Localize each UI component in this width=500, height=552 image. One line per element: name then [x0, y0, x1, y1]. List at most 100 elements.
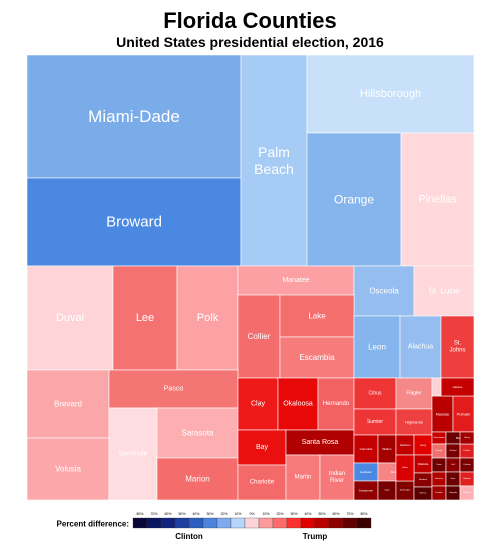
legend-tick-label: 30%	[290, 512, 297, 516]
county-cell-jefferson	[459, 485, 475, 501]
county-escambia: Escambia	[279, 336, 355, 379]
county-cell-st-johns	[440, 315, 475, 379]
county-liberty: Liberty	[459, 431, 475, 445]
county-cell-sumter	[353, 408, 397, 436]
legend-swatch	[160, 517, 176, 529]
county-label-putnam: Putnam	[457, 412, 471, 417]
county-cell-pinellas	[400, 132, 475, 267]
county-pinellas: Pinellas	[400, 132, 475, 267]
county-label-okaloosa: Okaloosa	[283, 401, 313, 408]
county-label-clay: Clay	[251, 401, 266, 408]
county-lake: Lake	[279, 294, 355, 338]
county-label-flagler: Flagler	[406, 391, 422, 397]
county-santa-rosa: Santa Rosa	[285, 429, 355, 456]
county-label-collier: Collier	[248, 332, 271, 341]
county-cell-santa-rosa	[285, 429, 355, 456]
county-cell-liberty	[459, 431, 475, 445]
county-bay: Bay	[237, 429, 287, 466]
county-label-hernando: Hernando	[323, 401, 350, 407]
county-label-highlands: Highlands	[405, 420, 423, 425]
county-alachua: Alachua	[399, 315, 442, 379]
county-cell-volusia	[26, 437, 110, 501]
county-label-jackson: Jackson	[399, 443, 410, 447]
county-hardee: Hardee	[440, 377, 475, 397]
legend-swatch	[286, 517, 302, 529]
county-label-sumter: Sumter	[367, 419, 383, 425]
county-cell-glades	[395, 454, 415, 482]
county-sarasota: Sarasota	[156, 407, 239, 459]
legend-tick-label: 50%	[178, 512, 185, 516]
county-brevard: Brevard	[26, 369, 110, 439]
county-label-st-johns-1: Johns	[449, 348, 465, 354]
legend-swatch	[230, 517, 246, 529]
legend-tick-label: 70%	[150, 512, 157, 516]
county-label-union: Union	[436, 464, 441, 466]
county-label-liberty: Liberty	[464, 436, 470, 439]
legend-tick-label: 20%	[220, 512, 227, 516]
county-label-levy: Levy	[420, 443, 427, 447]
legend-swatch	[328, 517, 344, 529]
county-label-suwannee: Suwannee	[359, 489, 374, 493]
county-label-washington: Washington	[400, 489, 411, 492]
county-cell-st-lucie	[413, 265, 475, 317]
county-label-holmes: Holmes	[420, 493, 427, 495]
legend-label: Percent difference:	[57, 520, 129, 529]
county-cell-unlabeled-67	[431, 377, 442, 397]
county-cell-miami-dade	[26, 54, 242, 179]
county-orange: Orange	[306, 132, 402, 267]
county-label-bradford: Bradford	[419, 479, 427, 481]
county-cell-charlotte	[237, 464, 287, 501]
county-label-pasco: Pasco	[164, 386, 184, 393]
county-collier: Collier	[237, 294, 281, 379]
county-cell-flagler	[395, 377, 433, 410]
county-seminole: Seminole	[108, 407, 158, 501]
legend-swatch	[188, 517, 204, 529]
chart-subtitle: United States presidential election, 201…	[116, 34, 384, 50]
legend-tick-label: 10%	[234, 512, 241, 516]
county-cell-okaloosa	[277, 377, 319, 431]
county-columbia: Columbia	[353, 434, 379, 464]
county-label-manatee: Manatee	[282, 277, 309, 284]
county-cell-martin	[285, 454, 321, 501]
county-cell-alachua	[399, 315, 442, 379]
county-cell-osceola	[353, 265, 415, 317]
legend-swatch	[356, 517, 372, 529]
legend-tick-label: 80%	[360, 512, 367, 516]
county-duval: Duval	[26, 265, 114, 371]
county-label-alachua: Alachua	[408, 344, 433, 351]
county-label-gadsden: Gadsden	[360, 470, 373, 474]
county-label-gilchrist: Gilchrist	[449, 449, 457, 452]
county-manatee: Manatee	[237, 265, 355, 296]
county-glades: Glades	[395, 454, 415, 482]
legend-tick-label: 10%	[262, 512, 269, 516]
county-cell-marion	[156, 457, 239, 501]
county-cell-lake	[279, 294, 355, 338]
county-label-lake: Lake	[308, 312, 326, 321]
county-martin: Martin	[285, 454, 321, 501]
county-st-lucie: St. Lucie	[413, 265, 475, 317]
county-cell-lee	[112, 265, 178, 371]
county-label-seminole: Seminole	[118, 451, 147, 458]
county-cell-clay	[237, 377, 279, 431]
legend-tick-label: 80%	[136, 512, 143, 516]
legend-tick-label: 50%	[318, 512, 325, 516]
legend-trump-label: Trump	[303, 532, 328, 541]
county-st-johns: St. Johns	[440, 315, 475, 379]
county-calhoun: Calhoun	[459, 457, 475, 473]
county-label-martin: Martin	[295, 475, 312, 481]
county-label-palm-beach-0: Palm	[258, 144, 290, 160]
county-label-desoto: DeSoto	[464, 449, 472, 452]
county-label-indian-river-1: River	[330, 478, 344, 484]
county-label-citrus: Citrus	[368, 391, 382, 397]
legend-clinton-label: Clinton	[175, 532, 203, 541]
county-cell-brevard	[26, 369, 110, 439]
county-label-glades: Glades	[402, 467, 408, 469]
county-broward: Broward	[26, 177, 242, 267]
county-label-okeechobee: Okeechobee	[433, 437, 445, 439]
county-label-charlotte: Charlotte	[250, 480, 275, 486]
county-cell-citrus	[353, 377, 397, 410]
legend-tick-label: 0%	[249, 512, 254, 516]
county-clay: Clay	[237, 377, 279, 431]
county-label-lafayette: Lafayette	[449, 491, 458, 494]
